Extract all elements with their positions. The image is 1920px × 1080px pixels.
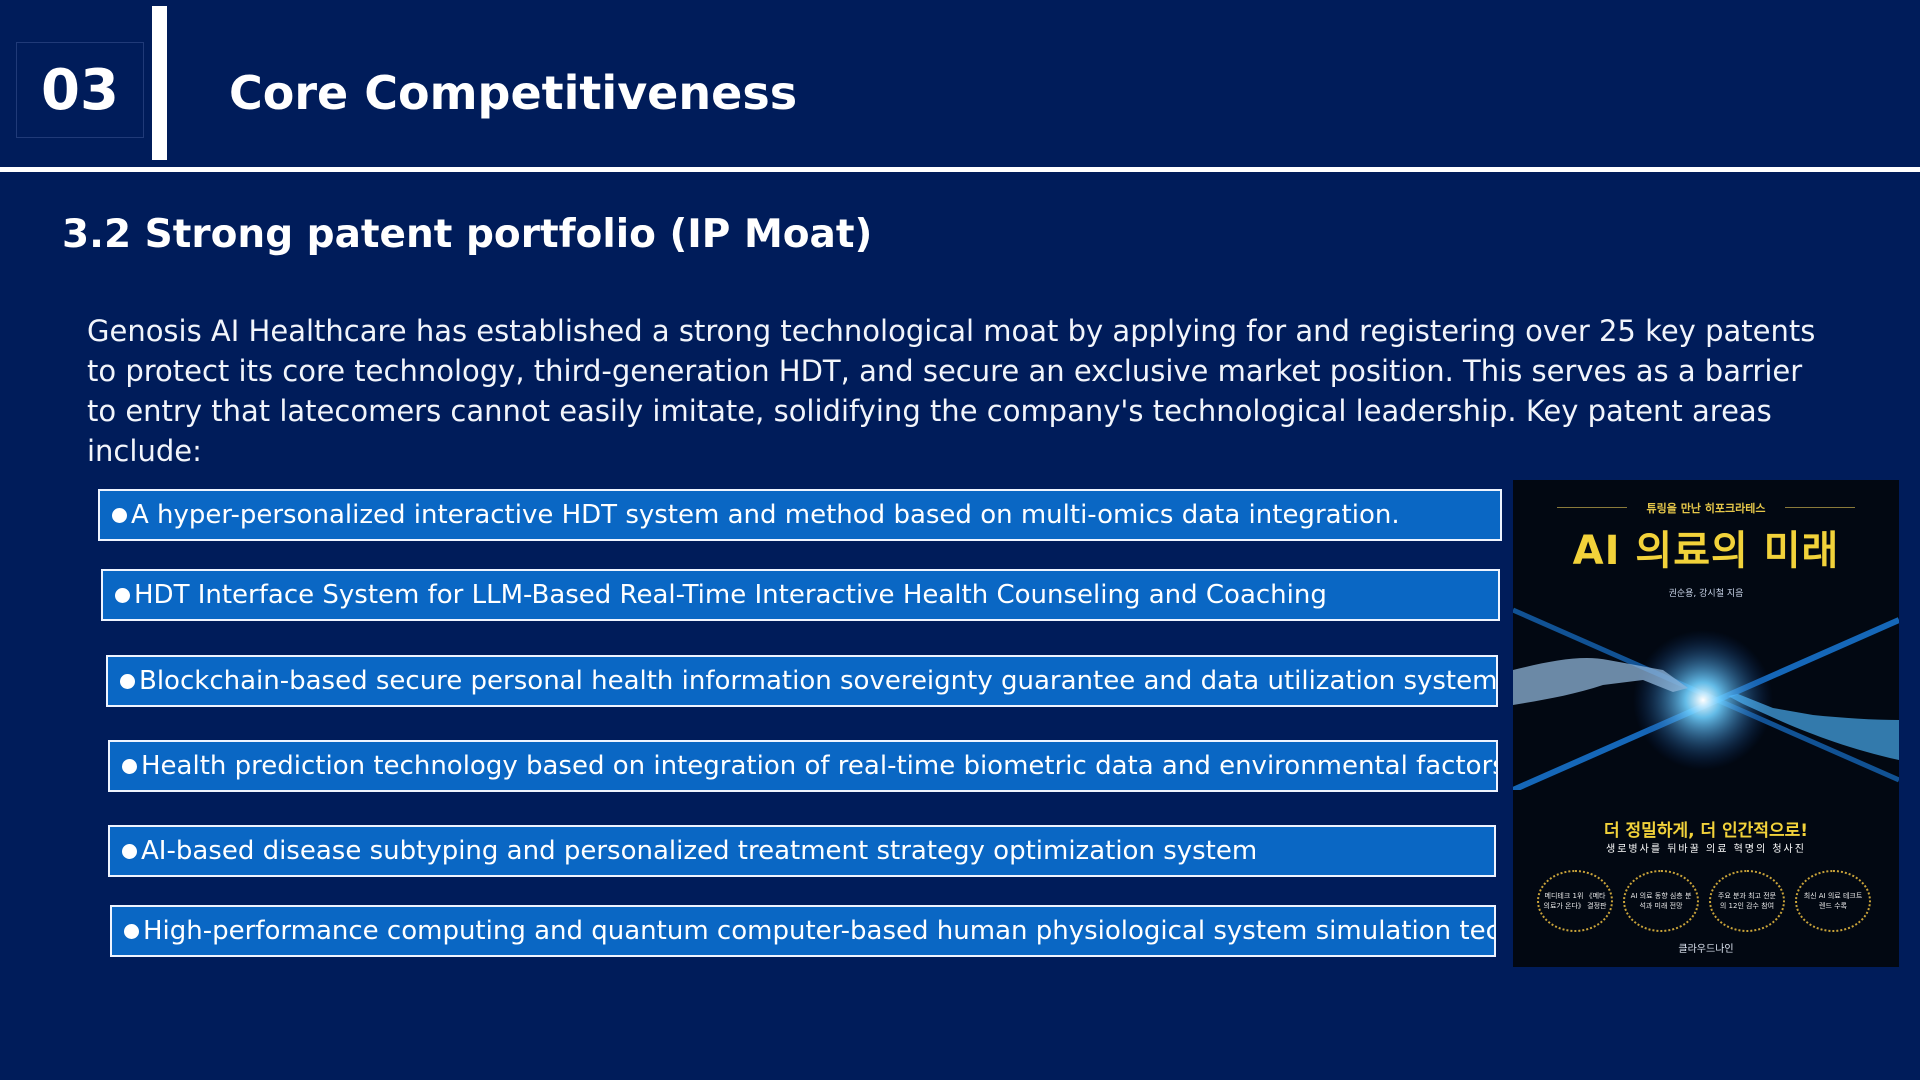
book-badge: AI 의료 동향 심층 분석과 미래 전망 [1623, 870, 1699, 932]
patent-item: A hyper-personalized interactive HDT sys… [98, 489, 1502, 541]
patent-label: AI-based disease subtyping and personali… [141, 836, 1258, 866]
book-publisher: 클라우드나인 [1678, 944, 1734, 955]
robot-hand-illustration [1513, 607, 1899, 790]
bullet-icon [120, 673, 135, 689]
bullet-icon [122, 843, 137, 859]
section-number: 03 [16, 42, 144, 138]
book-subtitle: 생로병사를 뒤바꿀 의료 혁명의 청사진 [1606, 844, 1806, 855]
patent-label: HDT Interface System for LLM-Based Real-… [134, 580, 1327, 610]
book-badge: 최신 AI 의료 테크트렌드 수록 [1795, 870, 1871, 932]
patent-label: Health prediction technology based on in… [141, 751, 1498, 781]
bullet-icon [122, 758, 137, 774]
book-ornament-right [1785, 507, 1855, 508]
header-rule [0, 167, 1920, 172]
bullet-icon [112, 507, 127, 523]
patent-item: Blockchain-based secure personal health … [106, 655, 1498, 707]
intro-paragraph: Genosis AI Healthcare has established a … [87, 314, 1816, 468]
bullet-icon [124, 923, 139, 939]
book-badge: 메디테크 1위 《메타의료가 온다》 결정판 [1537, 870, 1613, 932]
book-authors: 권순용, 강시철 지음 [1668, 589, 1744, 599]
patent-item: AI-based disease subtyping and personali… [108, 825, 1496, 877]
patent-item: HDT Interface System for LLM-Based Real-… [101, 569, 1500, 621]
patent-item: High-performance computing and quantum c… [110, 905, 1496, 957]
title-divider [152, 6, 167, 160]
book-tagline: 튜링을 만난 히포크라테스 [1646, 502, 1766, 515]
book-ornament-left [1557, 507, 1627, 508]
patent-item: Health prediction technology based on in… [108, 740, 1498, 792]
book-cover: 튜링을 만난 히포크라테스 AI 의료의 미래 권순용, 강시철 지음 더 정밀… [1513, 480, 1899, 967]
patent-label: A hyper-personalized interactive HDT sys… [131, 500, 1400, 530]
book-title: AI 의료의 미래 [1572, 528, 1840, 574]
patent-label: Blockchain-based secure personal health … [139, 666, 1498, 696]
section-subtitle: 3.2 Strong patent portfolio (IP Moat) [62, 212, 873, 257]
slide-title: Core Competitiveness [229, 66, 798, 120]
patent-label: High-performance computing and quantum c… [143, 916, 1496, 946]
bullet-icon [115, 587, 130, 603]
book-slogan: 더 정밀하게, 더 인간적으로! [1603, 821, 1808, 841]
book-badge: 주요 분과 최고 전문의 12인 감수 참여 [1709, 870, 1785, 932]
